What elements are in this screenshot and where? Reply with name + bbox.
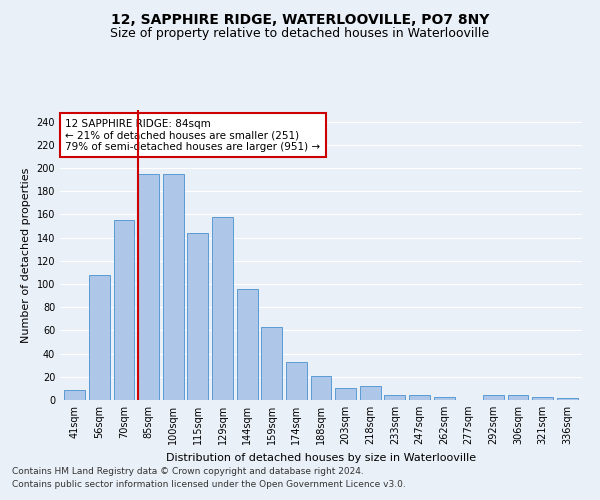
Bar (385, 396, 406, 400)
Bar (335, 388, 356, 400)
Bar (212, 216, 233, 400)
Bar (286, 362, 307, 400)
Text: 12, SAPPHIRE RIDGE, WATERLOOVILLE, PO7 8NY: 12, SAPPHIRE RIDGE, WATERLOOVILLE, PO7 8… (111, 12, 489, 26)
Bar (434, 396, 455, 400)
Bar (557, 398, 578, 400)
Bar (409, 396, 430, 400)
Bar (483, 396, 504, 400)
Text: Contains HM Land Registry data © Crown copyright and database right 2024.: Contains HM Land Registry data © Crown c… (12, 467, 364, 476)
Bar (360, 386, 381, 400)
Bar (508, 396, 529, 400)
Bar (236, 288, 257, 400)
Bar (113, 220, 134, 400)
Bar (89, 274, 110, 400)
Text: Contains public sector information licensed under the Open Government Licence v3: Contains public sector information licen… (12, 480, 406, 489)
Bar (187, 233, 208, 400)
Bar (311, 376, 331, 400)
Y-axis label: Number of detached properties: Number of detached properties (21, 168, 31, 342)
Text: 12 SAPPHIRE RIDGE: 84sqm
← 21% of detached houses are smaller (251)
79% of semi-: 12 SAPPHIRE RIDGE: 84sqm ← 21% of detach… (65, 118, 320, 152)
Bar (532, 396, 553, 400)
X-axis label: Distribution of detached houses by size in Waterlooville: Distribution of detached houses by size … (166, 452, 476, 462)
Bar (163, 174, 184, 400)
Bar (261, 327, 282, 400)
Text: Size of property relative to detached houses in Waterlooville: Size of property relative to detached ho… (110, 28, 490, 40)
Bar (64, 390, 85, 400)
Bar (138, 174, 159, 400)
